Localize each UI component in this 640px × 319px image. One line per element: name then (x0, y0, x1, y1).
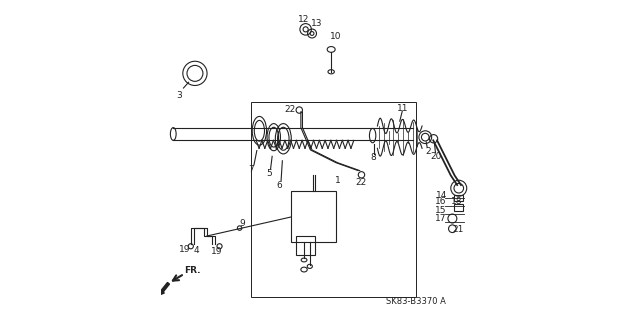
Bar (252, 102, 416, 297)
Text: 19: 19 (179, 245, 190, 254)
Bar (454, 204, 463, 211)
Bar (454, 195, 463, 201)
Text: 18: 18 (451, 197, 463, 206)
Text: 4: 4 (193, 246, 199, 255)
Bar (296, 236, 316, 255)
Text: 19: 19 (211, 247, 222, 256)
Text: 1: 1 (335, 176, 340, 185)
Text: SK83-B3370 A: SK83-B3370 A (386, 297, 445, 306)
Text: 3: 3 (177, 91, 182, 100)
FancyArrow shape (159, 283, 170, 295)
Text: 16: 16 (435, 197, 446, 206)
Text: 12: 12 (298, 15, 310, 24)
Text: 17: 17 (435, 214, 446, 223)
Text: 20: 20 (431, 152, 442, 161)
Text: 7: 7 (248, 165, 254, 174)
Text: 2: 2 (426, 147, 431, 156)
Text: 22: 22 (284, 105, 295, 114)
Text: 14: 14 (436, 191, 447, 200)
Text: 8: 8 (371, 153, 376, 162)
Text: 15: 15 (435, 206, 446, 215)
Text: 5: 5 (266, 169, 272, 178)
Text: 10: 10 (330, 32, 341, 41)
Text: FR.: FR. (184, 266, 201, 275)
Text: 9: 9 (239, 219, 244, 228)
Text: 21: 21 (452, 225, 463, 234)
Text: 6: 6 (276, 181, 282, 189)
Text: 22: 22 (355, 178, 366, 187)
Text: 11: 11 (397, 104, 409, 113)
Text: 13: 13 (311, 19, 323, 28)
Bar (291, 191, 336, 242)
